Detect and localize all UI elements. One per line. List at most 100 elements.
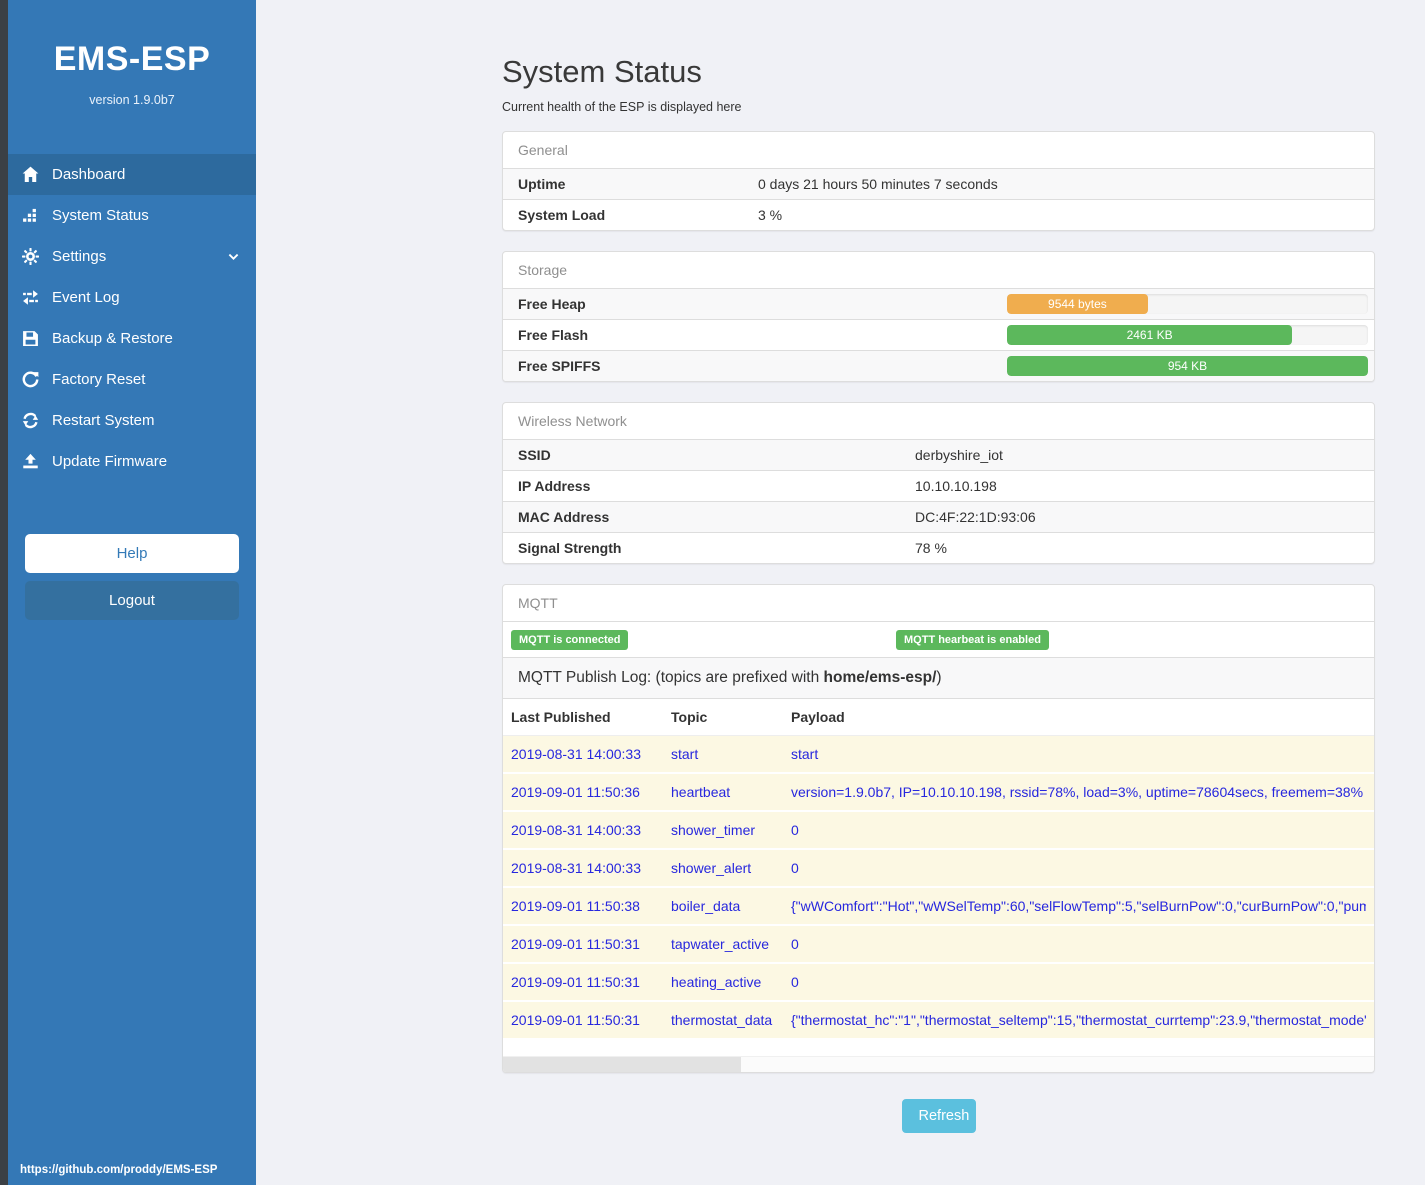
wireless-label: MAC Address: [518, 509, 610, 525]
mqtt-table-header: Last Published Topic Payload: [503, 699, 1374, 736]
progress-track: 2461 KB: [1007, 325, 1368, 345]
log-topic: heartbeat: [671, 784, 731, 800]
log-last-published: 2019-08-31 14:00:33: [511, 822, 641, 838]
refresh-button[interactable]: Refresh: [901, 1099, 976, 1133]
mqtt-status-badge: MQTT hearbeat is enabled: [896, 630, 1049, 650]
general-label: System Load: [518, 207, 606, 223]
sidebar-item-restart-system[interactable]: Restart System: [8, 400, 256, 441]
mqtt-badge-row: MQTT is connected MQTT hearbeat is enable…: [503, 621, 1374, 657]
panel-general: General Uptime 0 days 21 hours 50 minutes…: [502, 131, 1375, 231]
publish-log-prefix: MQTT Publish Log: (topics are prefixed w…: [518, 669, 824, 686]
github-link[interactable]: https://github.com/proddy/EMS-ESP: [20, 1164, 218, 1176]
panel-storage-title: Storage: [518, 262, 568, 278]
table-bottom-gap: [503, 1040, 1374, 1056]
sidebar-item-label: System Status: [52, 207, 149, 224]
storage-row: Free Heap 9544 bytes: [503, 288, 1374, 319]
general-label: Uptime: [518, 176, 566, 192]
sidebar: EMS-ESP version 1.9.0b7 Dashboard System …: [0, 0, 256, 1185]
log-topic: shower_alert: [671, 860, 752, 876]
panel-general-title: General: [518, 142, 568, 158]
sidebar-item-factory-reset[interactable]: Factory Reset: [8, 359, 256, 400]
log-payload: 0: [791, 974, 799, 990]
log-last-published: 2019-09-01 11:50:31: [511, 974, 640, 990]
sidebar-item-label: Backup & Restore: [52, 330, 173, 347]
sidebar-item-update-firmware[interactable]: Update Firmware: [8, 441, 256, 482]
home-icon: [22, 166, 39, 183]
log-payload: {"thermostat_hc":"1","thermostat_seltemp…: [791, 1012, 1366, 1028]
log-last-published: 2019-09-01 11:50:31: [511, 936, 640, 952]
log-last-published: 2019-09-01 11:50:31: [511, 1012, 640, 1028]
log-last-published: 2019-09-01 11:50:38: [511, 898, 640, 914]
log-payload: 0: [791, 822, 799, 838]
storage-label: Free Heap: [518, 296, 586, 312]
mqtt-log-row: 2019-09-01 11:50:31 heating_active 0: [503, 964, 1374, 1002]
storage-label: Free Flash: [518, 327, 589, 343]
app-version: version 1.9.0b7: [89, 93, 175, 107]
panel-wireless-title: Wireless Network: [518, 413, 627, 429]
brand: EMS-ESP version 1.9.0b7: [8, 0, 256, 107]
publish-log-topic-prefix: home/ems-esp/: [823, 669, 937, 686]
sidebar-nav: Dashboard System Status Settings Event Log B…: [8, 154, 256, 482]
log-payload: start: [791, 746, 819, 762]
sidebar-item-label: Factory Reset: [52, 371, 146, 388]
sidebar-item-system-status[interactable]: System Status: [8, 195, 256, 236]
log-topic: boiler_data: [671, 898, 741, 914]
panel-mqtt-title: MQTT: [518, 595, 558, 611]
sidebar-item-settings[interactable]: Settings: [8, 236, 256, 277]
wireless-value: 78 %: [915, 540, 947, 556]
wireless-value: derbyshire_iot: [915, 447, 1003, 463]
sidebar-item-dashboard[interactable]: Dashboard: [8, 154, 256, 195]
page-subtitle: Current health of the ESP is displayed h…: [502, 100, 742, 114]
sidebar-edge-strip: [0, 0, 8, 1185]
general-value: 3 %: [758, 207, 783, 223]
log-topic: shower_timer: [671, 822, 756, 838]
mqtt-log-row: 2019-08-31 14:00:33 shower_alert 0: [503, 850, 1374, 888]
wireless-label: Signal Strength: [518, 540, 622, 556]
save-icon: [22, 330, 39, 347]
mqtt-publish-log-caption: MQTT Publish Log: (topics are prefixed w…: [503, 657, 1374, 698]
logout-button[interactable]: Logout: [25, 581, 239, 620]
mqtt-log-row: 2019-09-01 11:50:38 boiler_data {"wWComfor…: [503, 888, 1374, 926]
mqtt-log-row: 2019-09-01 11:50:31 thermostat_data {"ther…: [503, 1002, 1374, 1040]
sidebar-item-backup-restore[interactable]: Backup & Restore: [8, 318, 256, 359]
wireless-row: MAC Address DC:4F:22:1D:93:06: [503, 501, 1374, 532]
main-area: System Status Current health of the ESP …: [256, 0, 1425, 1185]
storage-row: Free Flash 2461 KB: [503, 319, 1374, 350]
help-button[interactable]: Help: [25, 534, 239, 573]
general-value: 0 days 21 hours 50 minutes 7 seconds: [758, 176, 998, 192]
col-header-last-published: Last Published: [511, 709, 611, 725]
log-payload: {"wWComfort":"Hot","wWSelTemp":60,"selFl…: [791, 898, 1366, 914]
col-header-payload: Payload: [791, 709, 845, 725]
sidebar-item-label: Dashboard: [52, 166, 126, 183]
general-row: System Load 3 %: [503, 199, 1374, 230]
upload-icon: [22, 453, 39, 470]
mqtt-log-row: 2019-09-01 11:50:31 tapwater_active 0: [503, 926, 1374, 964]
log-last-published: 2019-08-31 14:00:33: [511, 746, 641, 762]
progress-bar: 9544 bytes: [1007, 294, 1148, 314]
mqtt-log-row: 2019-08-31 14:00:33 shower_timer 0: [503, 812, 1374, 850]
gear-icon: [22, 248, 39, 265]
system-status-icon: [22, 207, 39, 224]
progress-track: 954 KB: [1007, 356, 1368, 376]
panel-mqtt: MQTT MQTT is connected MQTT hearbeat is e…: [502, 584, 1375, 1073]
app-title: EMS-ESP: [53, 40, 211, 78]
log-last-published: 2019-08-31 14:00:33: [511, 860, 641, 876]
mqtt-status-badge: MQTT is connected: [511, 630, 629, 650]
log-topic: thermostat_data: [671, 1012, 773, 1028]
mqtt-log-row: 2019-09-01 11:50:36 heartbeat version=1.9.…: [503, 774, 1374, 812]
chevron-down-icon: [227, 250, 240, 263]
wireless-label: IP Address: [518, 478, 591, 494]
sidebar-item-label: Event Log: [52, 289, 120, 306]
page-title: System Status: [502, 54, 702, 89]
log-topic: heating_active: [671, 974, 762, 990]
wireless-value: 10.10.10.198: [915, 478, 997, 494]
horizontal-scrollbar-thumb[interactable]: [503, 1057, 741, 1072]
rotate-icon: [22, 371, 39, 388]
exchange-icon: [22, 289, 39, 306]
panel-wireless: Wireless Network SSID derbyshire_iot IP Ad…: [502, 402, 1375, 564]
storage-row: Free SPIFFS 954 KB: [503, 350, 1374, 381]
sidebar-item-event-log[interactable]: Event Log: [8, 277, 256, 318]
wireless-row: Signal Strength 78 %: [503, 532, 1374, 563]
col-header-topic: Topic: [671, 709, 708, 725]
horizontal-scrollbar: [503, 1056, 1374, 1072]
